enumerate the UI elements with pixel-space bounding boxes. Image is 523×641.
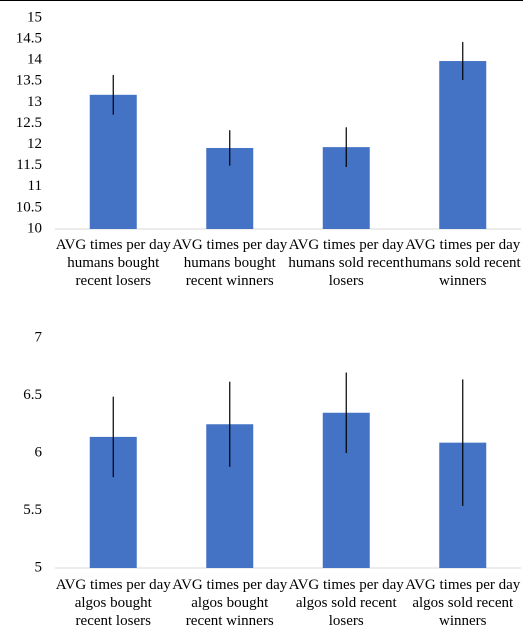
x-tick-label: AVG times per day humans sold recent win… [404, 237, 521, 289]
y-tick-label: 13.5 [16, 73, 42, 89]
x-tick-label: AVG times per day algos bought recent lo… [55, 577, 171, 629]
x-tick-label: AVG times per day humans bought recent w… [172, 237, 288, 289]
x-tick-label: AVG times per day humans sold recent los… [288, 237, 405, 289]
bar [439, 61, 487, 229]
bar [89, 94, 137, 229]
y-tick-label: 10.5 [16, 199, 42, 215]
y-tick-label: 15 [27, 9, 42, 25]
y-tick-label: 6 [35, 444, 43, 460]
y-tick-label: 5.5 [23, 502, 42, 518]
y-tick-label: 11.5 [16, 157, 42, 173]
y-tick-label: 6.5 [23, 387, 42, 403]
y-tick-label: 13 [27, 94, 42, 110]
y-tick-label: 11 [28, 178, 42, 194]
x-tick-label: AVG times per day algos sold recent lose… [288, 577, 404, 629]
y-tick-label: 14 [27, 52, 43, 68]
y-tick-label: 12.5 [16, 115, 42, 131]
x-tick-label: AVG times per day algos sold recent winn… [405, 577, 521, 629]
y-tick-label: 10 [27, 220, 42, 236]
x-tick-label: AVG times per day algos bought recent wi… [172, 577, 288, 629]
y-tick-label: 7 [35, 329, 43, 345]
y-tick-label: 12 [27, 136, 42, 152]
y-tick-label: 14.5 [16, 31, 42, 47]
y-tick-label: 5 [35, 559, 43, 575]
x-tick-label: AVG times per day humans bought recent l… [55, 237, 171, 289]
